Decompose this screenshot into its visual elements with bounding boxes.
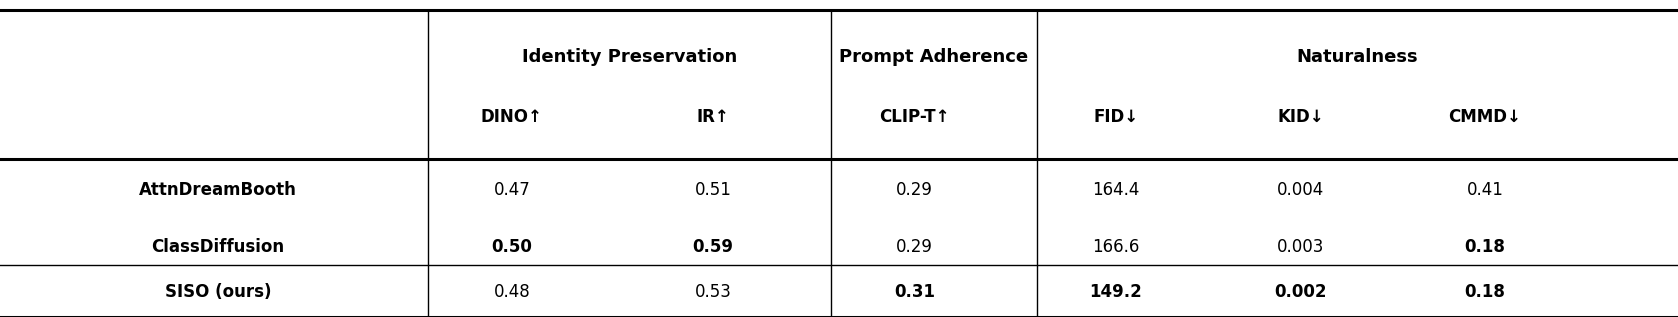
Text: KID↓: KID↓ — [1277, 108, 1324, 126]
Text: 0.47: 0.47 — [493, 181, 530, 199]
Text: AttnDreamBooth: AttnDreamBooth — [139, 181, 297, 199]
Text: 0.003: 0.003 — [1277, 238, 1324, 256]
Text: IR↑: IR↑ — [696, 108, 730, 126]
Text: 0.48: 0.48 — [493, 283, 530, 301]
Text: DINO↑: DINO↑ — [482, 108, 542, 126]
Text: 0.31: 0.31 — [894, 283, 935, 301]
Text: SISO (ours): SISO (ours) — [164, 283, 272, 301]
Text: 0.18: 0.18 — [1465, 283, 1505, 301]
Text: Naturalness: Naturalness — [1297, 48, 1418, 66]
Text: FID↓: FID↓ — [1094, 108, 1138, 126]
Text: CMMD↓: CMMD↓ — [1448, 108, 1522, 126]
Text: 164.4: 164.4 — [1092, 181, 1139, 199]
Text: 0.004: 0.004 — [1277, 181, 1324, 199]
Text: 0.29: 0.29 — [896, 238, 933, 256]
Text: 0.53: 0.53 — [695, 283, 732, 301]
Text: Identity Preservation: Identity Preservation — [522, 48, 737, 66]
Text: ClassDiffusion: ClassDiffusion — [151, 238, 285, 256]
Text: 0.002: 0.002 — [1274, 283, 1327, 301]
Text: CLIP-T↑: CLIP-T↑ — [879, 108, 950, 126]
Text: 149.2: 149.2 — [1089, 283, 1143, 301]
Text: Prompt Adherence: Prompt Adherence — [839, 48, 1029, 66]
Text: 0.41: 0.41 — [1467, 181, 1503, 199]
Text: 0.50: 0.50 — [492, 238, 532, 256]
Text: 0.18: 0.18 — [1465, 238, 1505, 256]
Text: 0.59: 0.59 — [693, 238, 733, 256]
Text: 0.51: 0.51 — [695, 181, 732, 199]
Text: 166.6: 166.6 — [1092, 238, 1139, 256]
Text: 0.29: 0.29 — [896, 181, 933, 199]
